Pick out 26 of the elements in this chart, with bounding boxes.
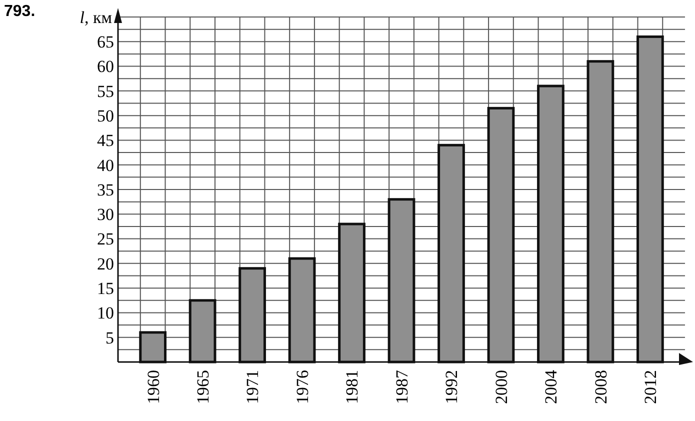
x-tick-label: 2004 [542,370,561,404]
x-tick-label: 1987 [392,370,412,404]
x-tick-label: 2000 [492,370,511,404]
x-tick-label: 1992 [442,370,462,404]
y-tick-label: 60 [97,57,114,76]
y-tick-label: 20 [97,254,114,274]
x-tick-label: 1976 [292,370,312,404]
x-tick-label: 1971 [243,370,262,404]
x-tick-label: 2008 [591,370,610,404]
x-tick-label: 1965 [194,370,213,404]
y-tick-label: 65 [97,32,114,52]
y-tick-label: 45 [97,131,114,150]
chart-title: 793. [4,3,36,20]
y-tick-label: 10 [97,304,114,323]
x-tick-label: 1960 [144,370,163,404]
x-tick-label: 1981 [342,370,362,404]
y-tick-label: 40 [97,156,114,175]
y-tick-label: 50 [97,106,114,126]
y-tick-label: 35 [97,180,114,200]
y-tick-label: 30 [97,205,114,224]
y-tick-label: 15 [97,279,114,298]
y-tick-label: 5 [106,328,114,348]
y-axis-title: l, км [80,8,112,27]
y-tick-label: 25 [97,230,114,249]
x-tick-label: 2012 [641,370,660,404]
y-tick-label: 55 [97,82,114,101]
